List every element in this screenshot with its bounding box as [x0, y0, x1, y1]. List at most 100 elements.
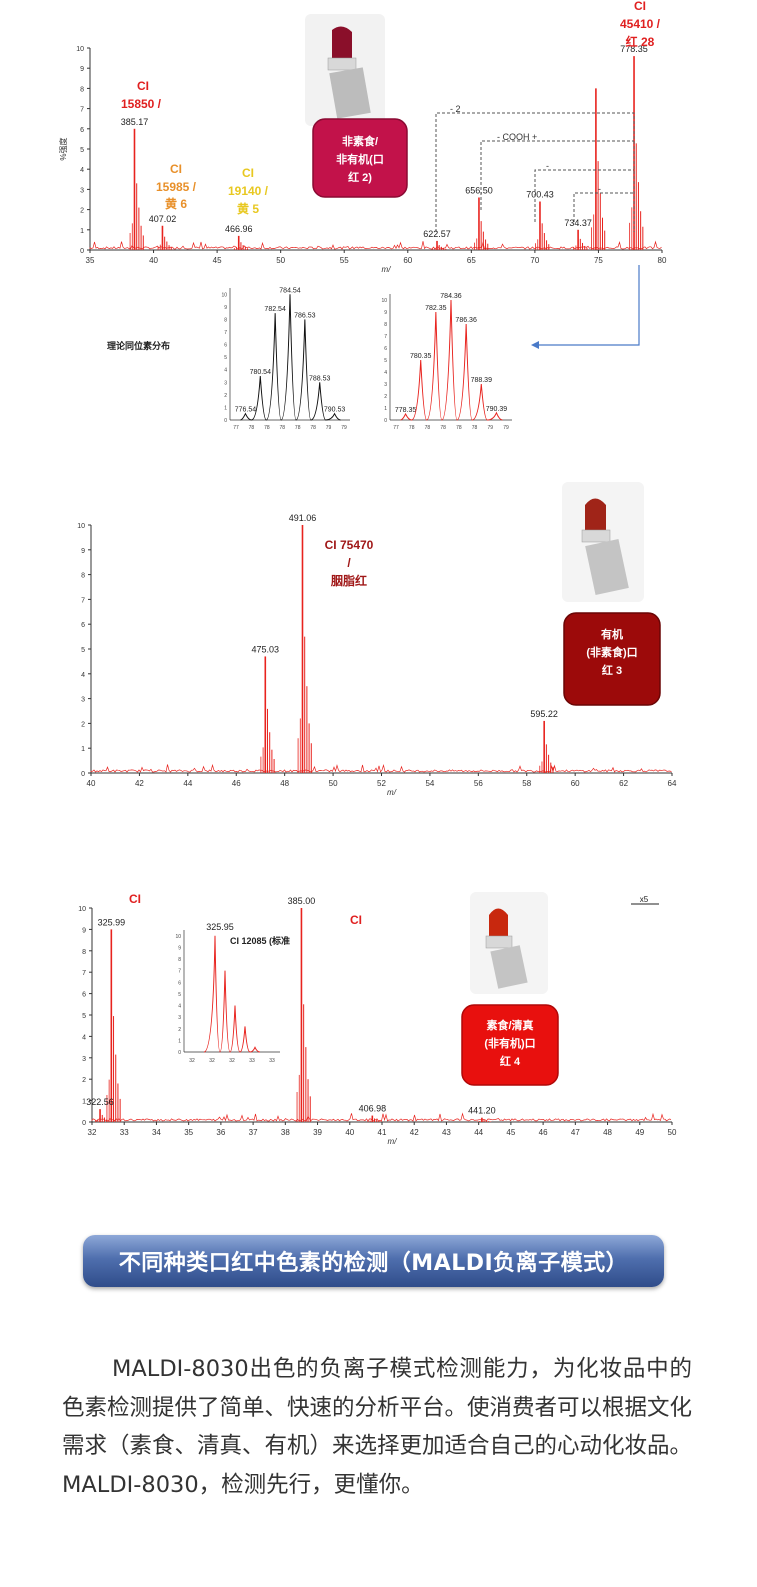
x-tick-label: 80	[658, 256, 667, 265]
inset-x-tick-label: 79	[341, 425, 347, 431]
chart-3-peaks	[91, 908, 672, 1122]
annotation-ci-19140: CI 19140 / 黄 5	[228, 166, 269, 216]
inset-y-tick-label: 2	[178, 1027, 181, 1033]
x-tick-label: 32	[88, 1128, 97, 1137]
inset-y-tick-label: 6	[384, 346, 387, 352]
x-tick-label: 64	[668, 779, 677, 788]
inset-y-tick-label: 0	[178, 1050, 181, 1056]
inset-y-tick-label: 9	[224, 305, 227, 311]
inset-y-tick-label: 10	[381, 298, 387, 304]
svg-text:CI: CI	[634, 0, 646, 13]
inset-peak-label: 325.95	[206, 922, 234, 932]
y-tick-label: 4	[81, 672, 85, 679]
lipstick-image-2	[562, 482, 644, 602]
inset-x-tick-label: 77	[393, 425, 399, 431]
x-tick-label: 35	[184, 1128, 193, 1137]
x-axis-label: m/	[387, 788, 397, 797]
x-tick-label: 60	[571, 779, 580, 788]
inset-connector-arrow	[535, 265, 640, 346]
inset-y-tick-label: 5	[384, 358, 387, 364]
y-tick-label: 1	[80, 228, 84, 235]
bracket-label-4: -	[598, 184, 601, 194]
inset-peak-label: 790.39	[486, 406, 508, 413]
peak-label: 466.96	[225, 224, 253, 234]
y-axis-label: %强度	[58, 137, 68, 160]
x-tick-label: 52	[377, 779, 386, 788]
chart-2-panel: 0 1 2 3 4 5 6 7 8 9 10 40 42 44 46 48 50 52 54 56 58 60 62 64 m/…	[0, 470, 757, 810]
y-tick-label: 7	[81, 597, 85, 604]
x-tick-label: 45	[213, 256, 222, 265]
svg-text:红 28: 红 28	[626, 34, 655, 49]
inset-y-tick-label: 9	[384, 310, 387, 316]
inset-x-tick-label: 78	[409, 425, 415, 431]
inset-y-tick-label: 1	[384, 406, 387, 412]
inset-y-tick-label: 8	[178, 957, 181, 963]
inset-peak-label: 784.36	[440, 293, 462, 300]
chart-1-peak-labels: 385.17 407.02 466.96 622.57 656.50 700.43 734.…	[121, 44, 648, 239]
inset-profile	[400, 299, 503, 421]
inset-peak-label: 786.36	[455, 317, 477, 324]
inset-x-tick-label: 78	[295, 425, 301, 431]
inset-x-tick-label: 32	[189, 1058, 195, 1064]
y-tick-label: 8	[80, 86, 84, 93]
peak-label: 491.06	[289, 513, 317, 523]
y-tick-label: 7	[80, 107, 84, 114]
chart-2-peak-labels: 475.03 491.06 595.22	[252, 513, 558, 719]
x5-marker: x5	[631, 895, 659, 905]
y-tick-label: 4	[80, 167, 84, 174]
x-tick-label: 60	[403, 256, 412, 265]
annotation-ci-15850: CI 15850 /	[121, 79, 162, 111]
inset-y-tick-label: 0	[384, 418, 387, 424]
inset-y-tick-label: 10	[221, 292, 227, 298]
inset-x-tick-label: 79	[503, 425, 509, 431]
y-tick-label: 9	[82, 927, 86, 934]
x-tick-label: 43	[442, 1128, 451, 1137]
lipstick-image-1	[305, 14, 385, 126]
y-tick-label: 3	[82, 1056, 86, 1063]
baseline-noise	[91, 1112, 672, 1122]
inset-y-tick-label: 7	[384, 334, 387, 340]
inset-y-tick-label: 10	[175, 934, 181, 940]
peak-label: 322.56	[86, 1097, 114, 1107]
y-tick-label: 2	[80, 208, 84, 215]
inset-y-tick-label: 1	[224, 405, 227, 411]
svg-text:CI: CI	[137, 79, 149, 93]
y-tick-label: 3	[81, 697, 85, 704]
x-tick-label: 35	[86, 256, 95, 265]
inset-y-tick-label: 2	[384, 394, 387, 400]
chart-1-panel: 0 1 2 3 4 5 6 7 8 9 10 35 40 45 50 55 60 65 70 75 80 m/%强度 38…	[0, 0, 757, 440]
inset-peak-label: 780.35	[410, 353, 432, 360]
inset-y-tick-label: 8	[224, 317, 227, 323]
annotation-ci-75470: CI 75470 / 胭脂红	[325, 538, 374, 588]
peak-label: 325.99	[98, 917, 126, 927]
y-tick-label: 0	[81, 771, 85, 778]
x-tick-label: 39	[313, 1128, 322, 1137]
inset-peak-label: 778.35	[395, 407, 417, 414]
x-tick-label: 37	[249, 1128, 258, 1137]
inset-peak-label: 782.35	[425, 305, 447, 312]
svg-text:19140 /: 19140 /	[228, 184, 269, 198]
inset-x-tick-label: 32	[229, 1058, 235, 1064]
svg-text:胭脂红: 胭脂红	[330, 573, 367, 588]
x-tick-label: 42	[410, 1128, 419, 1137]
inset-y-tick-label: 3	[224, 380, 227, 386]
x-tick-label: 46	[232, 779, 241, 788]
peak-label: 406.98	[359, 1104, 387, 1114]
baseline-noise	[89, 240, 662, 250]
svg-text:素食/清真: 素食/清真	[486, 1018, 533, 1032]
peak-label: 656.50	[465, 185, 493, 195]
inset-y-tick-label: 4	[178, 1004, 181, 1010]
inset-y-tick-label: 7	[224, 330, 227, 336]
y-tick-label: 3	[80, 187, 84, 194]
section-title-banner: 不同种类口红中色素的检测（MALDI负离子模式）	[83, 1235, 664, 1287]
inset-y-tick-label: 2	[224, 393, 227, 399]
annotation-ci-right: CI	[350, 913, 362, 927]
x-tick-label: 40	[87, 779, 96, 788]
inset-x-tick-label: 33	[269, 1058, 275, 1064]
inset-y-tick-label: 7	[178, 969, 181, 975]
x-tick-label: 34	[152, 1128, 161, 1137]
inset-peak-label: 776.54	[235, 407, 257, 414]
